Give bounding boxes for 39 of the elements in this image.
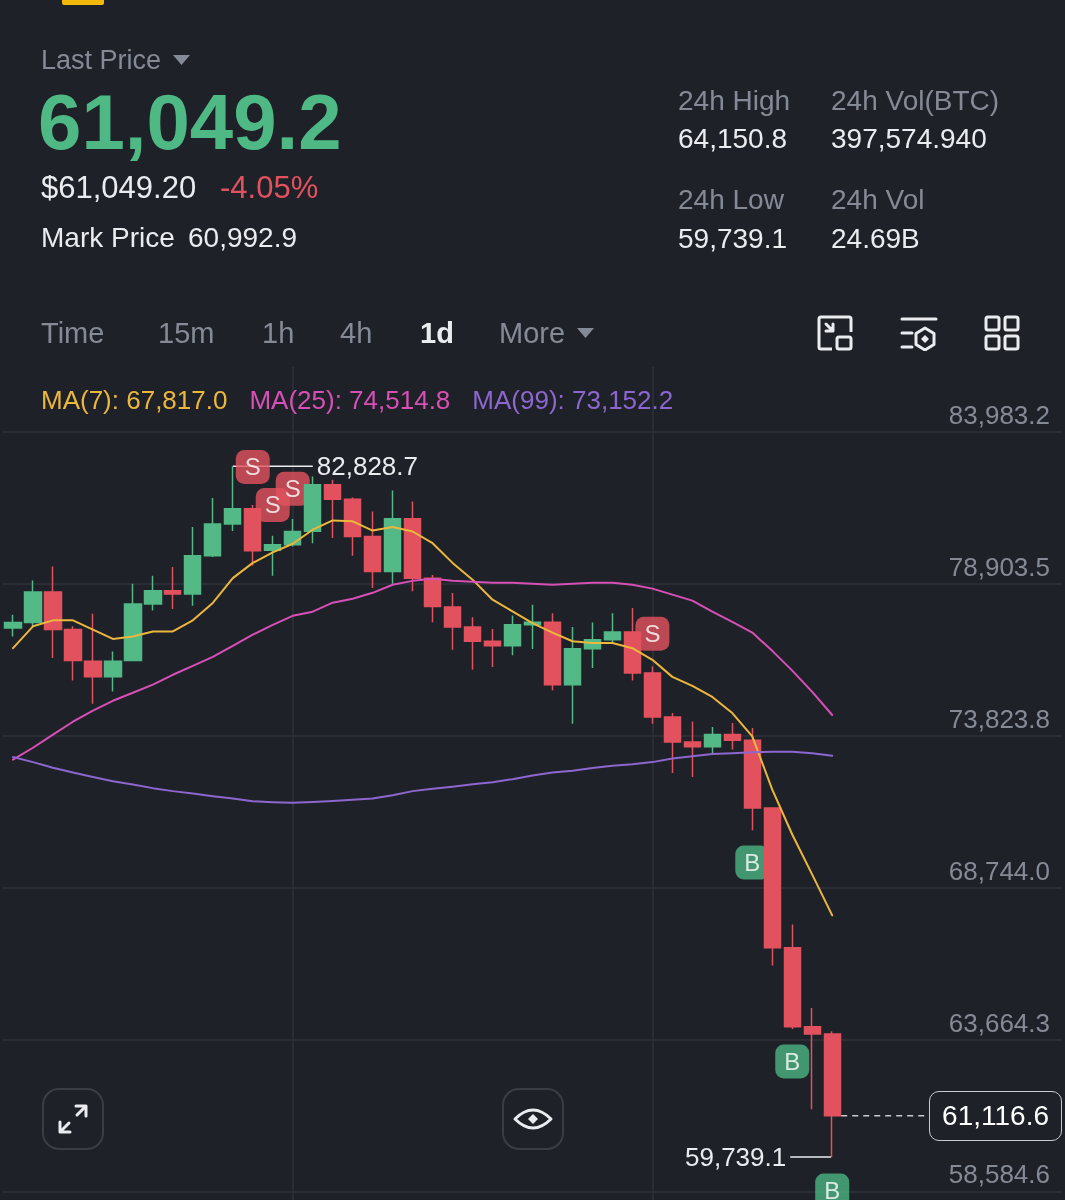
text: 60,992.9 xyxy=(188,222,297,253)
text: 61,116.6 xyxy=(942,1099,1049,1131)
y-tick-label: 68,744.0 xyxy=(948,855,1050,886)
text: 24h Low xyxy=(678,184,784,215)
annotation: 59,739.1 xyxy=(685,1141,787,1172)
text: 15m xyxy=(158,316,215,349)
text: MA(99): 73,152.2 xyxy=(472,385,674,415)
y-tick-label: 73,823.8 xyxy=(948,703,1050,734)
text: -4.05% xyxy=(220,169,319,205)
text: 24h High xyxy=(678,85,791,116)
text: S xyxy=(644,620,661,648)
series-label: B xyxy=(744,849,761,877)
text: 4h xyxy=(340,316,373,349)
text: B xyxy=(784,1048,801,1076)
text: MA(7): 67,817.0 xyxy=(41,385,228,415)
text: 64,150.8 xyxy=(678,123,787,154)
text: Last Price xyxy=(41,44,162,75)
y-tick-label: 78,903.5 xyxy=(948,551,1050,582)
text: Time xyxy=(41,316,105,349)
annotation: 82,828.7 xyxy=(316,451,418,482)
text: More xyxy=(499,316,566,349)
text: Mark Price xyxy=(41,222,175,253)
text: MA(25): 74,514.8 xyxy=(249,385,451,415)
text: $61,049.20 xyxy=(41,169,197,205)
y-tick-label: 58,584.6 xyxy=(948,1159,1050,1190)
text: 397,574.940 xyxy=(831,123,987,154)
text: S xyxy=(244,453,261,481)
text: 24h Vol xyxy=(831,184,925,215)
text: B xyxy=(824,1176,841,1200)
y-tick-label: 63,664.3 xyxy=(948,1007,1050,1038)
text: 24h Vol(BTC) xyxy=(831,85,1000,116)
text: 61,049.2 xyxy=(38,78,342,166)
text: 59,739.1 xyxy=(678,223,787,254)
y-tick-label: 83,983.2 xyxy=(948,399,1050,430)
text: 1h xyxy=(262,316,295,349)
series-label: S xyxy=(264,491,281,519)
text: S xyxy=(284,475,301,503)
text: 1d xyxy=(420,316,454,349)
text: 24.69B xyxy=(831,223,920,254)
